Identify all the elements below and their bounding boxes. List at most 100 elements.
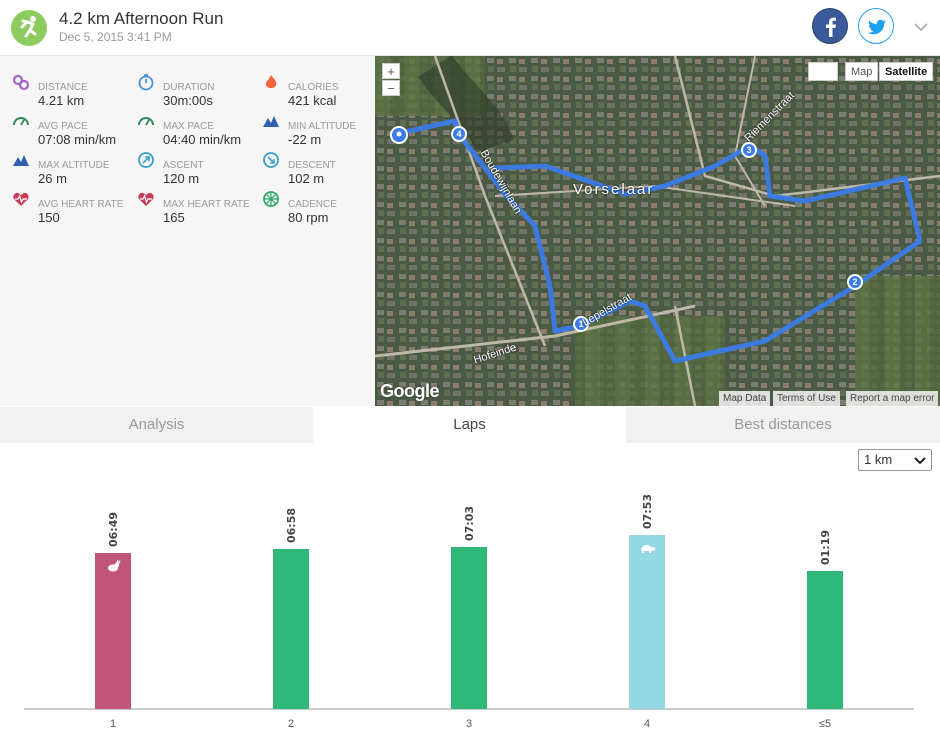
stat-max-altitude: MAX ALTITUDE 26 m (12, 148, 134, 186)
runner-icon (11, 10, 47, 46)
stat-value: 4.21 km (38, 93, 85, 108)
stat-descent: DESCENT 102 m (262, 148, 384, 186)
route-start-marker[interactable] (390, 126, 408, 144)
stat-value: 102 m (288, 171, 325, 186)
stat-ascent: ASCENT 120 m (137, 148, 259, 186)
stat-label: CALORIES (288, 82, 339, 93)
heart-icon (138, 192, 154, 206)
lap-distance-value: 1 km (864, 452, 893, 467)
map-type-satellite-button[interactable]: Satellite (879, 62, 934, 81)
stat-label: MAX PACE (163, 121, 214, 132)
lap-bar[interactable] (807, 571, 843, 709)
descent-icon (263, 152, 279, 168)
lap-marker[interactable]: 3 (741, 142, 757, 158)
stat-value: 26 m (38, 171, 67, 186)
flame-icon (265, 75, 277, 88)
route-pin-icon (12, 74, 30, 91)
lap-tick-label: ≤5 (819, 718, 831, 730)
stat-calories: CALORIES 421 kcal (262, 70, 384, 108)
town-label: Vorselaar (573, 181, 655, 198)
stat-max-pace: MAX PACE 04:40 min/km (137, 109, 259, 147)
stat-value: 165 (163, 210, 185, 225)
stat-max-heart-rate: MAX HEART RATE 165 (137, 187, 259, 225)
stat-value: 30m:00s (163, 93, 213, 108)
heart-icon (13, 192, 29, 206)
stat-label: DESCENT (288, 160, 336, 171)
lap-time-label: 07:53 (641, 494, 654, 529)
stat-label: MAX ALTITUDE (38, 160, 110, 171)
map-type-map-button[interactable]: Map (845, 62, 879, 81)
lap-bar[interactable] (629, 535, 665, 709)
activity-date: Dec 5, 2015 3:41 PM (59, 30, 172, 44)
lap-time-label: 06:58 (285, 508, 298, 543)
mountain-icon (13, 155, 29, 166)
lap-bar[interactable] (273, 549, 309, 709)
fullscreen-button[interactable] (808, 62, 838, 81)
stat-value: 80 rpm (288, 210, 329, 225)
lap-bar[interactable] (451, 547, 487, 709)
speedometer-icon (138, 117, 154, 126)
lap-tick-label: 2 (288, 718, 294, 730)
twitter-icon (868, 19, 886, 35)
tab-laps[interactable]: Laps (313, 407, 626, 443)
tab-best-distances[interactable]: Best distances (734, 416, 832, 433)
stopwatch-icon (138, 74, 154, 91)
stat-value: 120 m (163, 171, 200, 186)
turtle-icon (641, 545, 656, 553)
stat-value: 150 (38, 210, 60, 225)
chevron-down-icon (914, 457, 926, 465)
stat-value: 04:40 min/km (163, 132, 242, 147)
stats-panel: DISTANCE 4.21 km DURATION 30m:00s CALORIES 42… (0, 56, 375, 406)
lap-marker[interactable]: 1 (573, 316, 589, 332)
zoom-out-button[interactable]: − (382, 80, 400, 96)
lap-marker[interactable]: 2 (847, 274, 863, 290)
stat-label: MIN ALTITUDE (288, 121, 357, 132)
lap-tick-label: 1 (110, 718, 116, 730)
stat-avg-heart-rate: AVG HEART RATE 150 (12, 187, 134, 225)
stat-duration: DURATION 30m:00s (137, 70, 259, 108)
stat-label: AVG HEART RATE (38, 199, 124, 210)
stat-label: AVG PACE (38, 121, 88, 132)
laps-bar-chart: 06:49 1 06:58 2 07:03 3 07:53 4 01:19 ≤5 (24, 494, 914, 730)
lap-time-label: 01:19 (819, 530, 832, 565)
google-logo: Google (380, 381, 440, 401)
report-map-error-link[interactable]: Report a map error (846, 391, 939, 406)
ascent-icon (138, 152, 154, 168)
lap-distance-select[interactable]: 1 km (858, 449, 932, 471)
lap-time-label: 07:03 (463, 506, 476, 541)
stat-value: -22 m (288, 132, 322, 147)
twitter-share-button[interactable] (858, 8, 894, 44)
stat-label: DURATION (163, 82, 215, 93)
terms-of-use-link[interactable]: Terms of Use (773, 391, 840, 406)
satellite-map-image (375, 56, 940, 406)
stat-value: 07:08 min/km (38, 132, 117, 147)
mountain-icon (263, 116, 279, 127)
stat-min-altitude: MIN ALTITUDE -22 m (262, 109, 384, 147)
map-data-link[interactable]: Map Data (719, 391, 771, 406)
activity-header: 4.2 km Afternoon Run Dec 5, 2015 3:41 PM (0, 0, 940, 56)
lap-time-label: 06:49 (107, 512, 120, 547)
lap-bar[interactable] (95, 553, 131, 709)
facebook-share-button[interactable] (812, 8, 848, 44)
stat-distance: DISTANCE 4.21 km (12, 70, 134, 108)
chevron-down-icon[interactable] (912, 18, 930, 36)
tab-analysis[interactable]: Analysis (128, 416, 185, 433)
stat-value: 421 kcal (288, 93, 337, 108)
analysis-tabs: Analysis Laps Best distances (0, 407, 940, 443)
stat-cadence: CADENCE 80 rpm (262, 187, 384, 225)
stat-avg-pace: AVG PACE 07:08 min/km (12, 109, 134, 147)
lap-marker[interactable]: 4 (451, 126, 467, 142)
activity-title: 4.2 km Afternoon Run (59, 9, 224, 28)
cadence-icon (263, 191, 279, 207)
rabbit-icon (108, 559, 121, 572)
lap-tick-label: 3 (466, 718, 472, 730)
lap-tick-label: 4 (644, 718, 650, 730)
speedometer-icon (13, 117, 29, 126)
laps-chart-area: 06:49 1 06:58 2 07:03 3 07:53 4 01:19 ≤5 1 km (0, 443, 940, 735)
facebook-icon (826, 17, 836, 37)
stat-label: DISTANCE (38, 82, 88, 93)
stat-label: MAX HEART RATE (163, 199, 250, 210)
stat-label: ASCENT (163, 160, 204, 171)
zoom-in-button[interactable]: + (382, 63, 400, 79)
